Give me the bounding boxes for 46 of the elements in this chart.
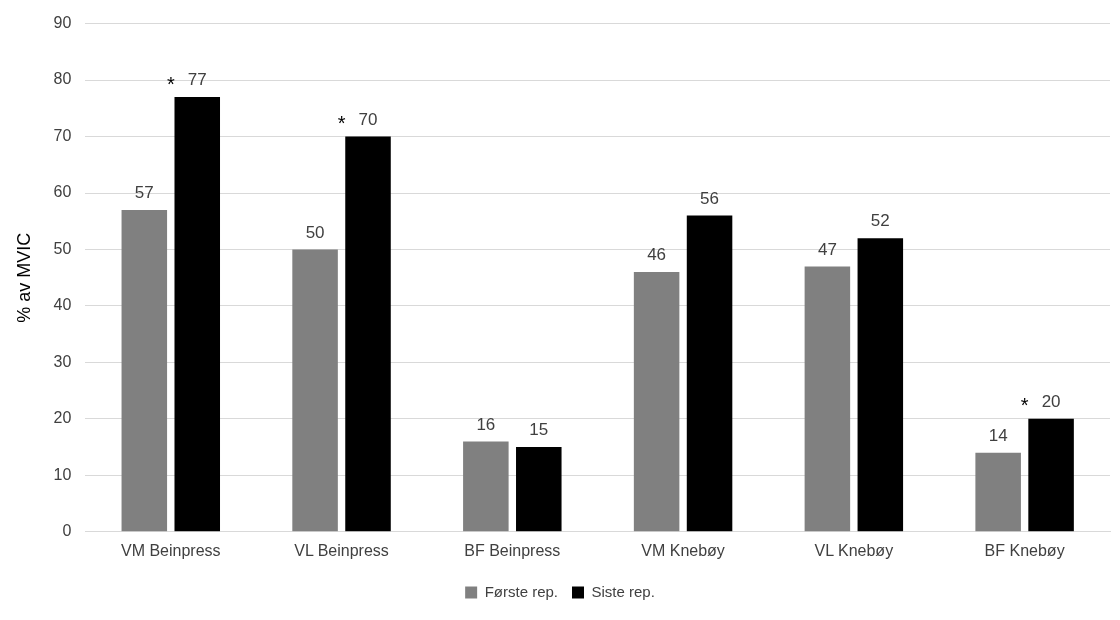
data-label: 56 [700, 188, 720, 208]
bar [292, 249, 338, 532]
data-label: 52 [870, 211, 890, 231]
bar [686, 215, 733, 532]
y-tick-label: 30 [53, 352, 72, 370]
annotation: * [166, 72, 175, 95]
bar [804, 266, 851, 532]
data-label: 46 [647, 245, 667, 265]
y-tick-label: 50 [53, 239, 72, 257]
bar [516, 447, 562, 532]
bar [345, 136, 391, 532]
data-label: 14 [988, 425, 1008, 445]
data-label: 50 [305, 222, 325, 242]
y-tick-label: 20 [53, 409, 72, 427]
data-label: 16 [476, 414, 496, 434]
legend-label: Første rep. [484, 582, 559, 600]
annotation: * [1020, 394, 1029, 417]
y-tick-label: 90 [53, 14, 72, 32]
bar [463, 441, 509, 532]
x-tick-label: VL Beinpress [294, 541, 389, 559]
y-tick-label: 80 [53, 70, 72, 88]
bar [121, 209, 168, 532]
y-tick-label: 60 [53, 183, 72, 201]
bar [1028, 418, 1074, 532]
y-tick-label: 0 [62, 522, 72, 540]
data-label: 20 [1041, 392, 1061, 412]
legend-label: Siste rep. [591, 582, 655, 600]
bar [633, 272, 680, 532]
data-label: 77 [187, 70, 207, 90]
data-label: 70 [358, 109, 378, 129]
x-tick-label: VM Beinpress [120, 541, 221, 559]
y-tick-label: 40 [53, 296, 72, 314]
x-tick-label: VL Knebøy [814, 541, 894, 559]
y-tick-label: 70 [53, 126, 72, 144]
x-tick-label: BF Knebøy [984, 541, 1065, 559]
annotation: * [337, 112, 346, 135]
bar [975, 452, 1021, 532]
x-tick-label: VM Knebøy [641, 541, 725, 559]
data-label: 57 [134, 183, 154, 203]
y-tick-label: 10 [53, 465, 72, 483]
bar [174, 97, 221, 532]
x-tick-label: BF Beinpress [464, 541, 561, 559]
data-label: 15 [529, 420, 549, 440]
y-axis-title: % av MVIC [13, 232, 34, 323]
bar [857, 238, 904, 532]
data-label: 47 [817, 239, 837, 259]
